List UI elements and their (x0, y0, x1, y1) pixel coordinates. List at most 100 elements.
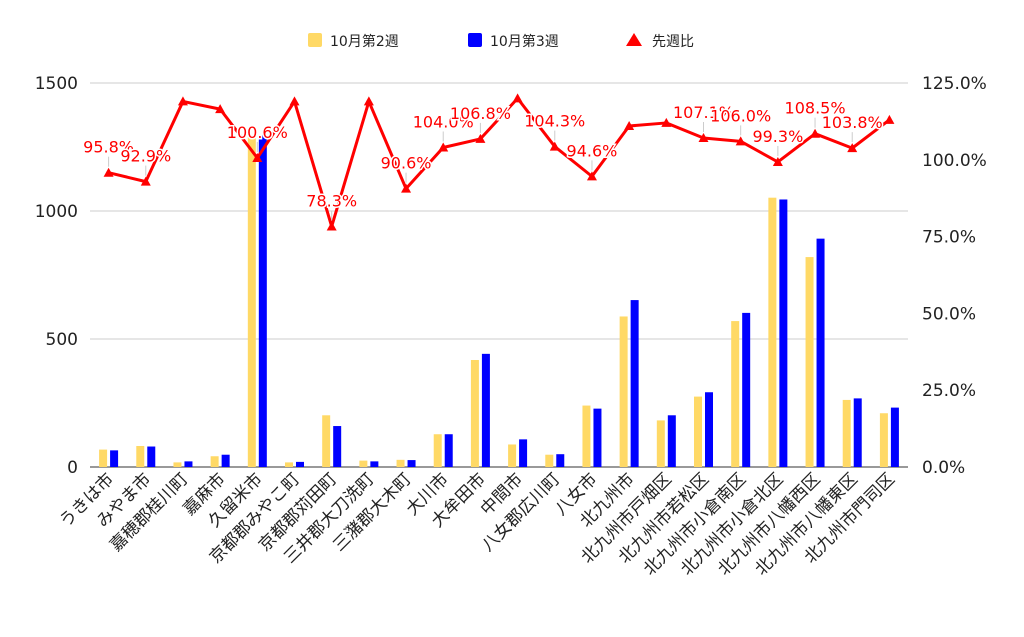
ratio-marker (772, 156, 783, 166)
legend-swatch-series-1 (308, 33, 322, 47)
ratio-data-label: 106.8% (450, 104, 511, 123)
bar-2 (481, 353, 490, 467)
ratio-marker (661, 117, 672, 127)
legend-label-series-1: 10月第2週 (330, 33, 399, 50)
bar-2 (296, 461, 304, 467)
bar-2 (556, 454, 565, 467)
ratio-marker (847, 143, 858, 153)
right-axis-tick-label: 125.0% (922, 74, 987, 94)
bar-1 (694, 396, 702, 467)
ratio-data-label: 92.9% (120, 147, 171, 166)
bar-2 (519, 439, 528, 467)
ratio-marker (363, 96, 374, 106)
ratio-data-label: 95.8% (83, 138, 134, 157)
legend-label-series-2: 10月第3週 (490, 33, 559, 50)
bar-1 (247, 136, 256, 467)
bar-1 (210, 456, 219, 467)
bar-series (99, 134, 899, 468)
bar-2 (816, 238, 825, 467)
bar-1 (508, 444, 517, 467)
bar-1 (656, 420, 665, 467)
ratio-data-label: 78.3% (306, 191, 357, 210)
bar-1 (768, 197, 777, 468)
ratio-marker (215, 104, 226, 114)
bar-2 (742, 312, 751, 467)
ratio-marker (624, 121, 635, 131)
right-axis-tick-label: 25.0% (922, 381, 976, 401)
ratio-marker (586, 171, 597, 181)
bar-2 (705, 392, 713, 467)
ratio-marker (475, 133, 486, 143)
ratio-line (108, 96, 891, 228)
chart-legend: 10月第2週 10月第3週 先週比 (308, 33, 694, 50)
ratio-data-label: 100.6% (227, 123, 288, 142)
ratio-marker (549, 141, 560, 151)
ratio-marker (177, 96, 188, 106)
ratio-marker (252, 152, 263, 162)
bar-2 (853, 398, 862, 467)
bar-2 (667, 415, 676, 467)
right-axis-tick-labels: 0.0% 25.0% 50.0% 75.0% 100.0% 125.0% (922, 74, 987, 478)
right-axis-tick-label: 75.0% (922, 228, 976, 248)
left-axis-tick-labels: 0 500 1000 1500 (35, 74, 78, 478)
ratio-marker (326, 221, 337, 231)
ratio-marker (103, 167, 114, 177)
ratio-data-label: 99.3% (752, 127, 803, 146)
legend-swatch-series-2 (468, 33, 482, 47)
bar-2 (110, 450, 119, 467)
legend-label-series-3: 先週比 (652, 34, 694, 50)
ratio-data-label: 104.3% (524, 112, 585, 131)
bar-2 (370, 461, 379, 467)
bar-1 (99, 449, 108, 467)
ratio-data-label: 106.0% (710, 106, 771, 125)
bar-1 (173, 462, 182, 467)
ratio-marker (884, 114, 895, 124)
legend-triangle-marker (626, 33, 642, 46)
bar-2 (258, 134, 267, 467)
bar-1 (619, 316, 628, 467)
bar-2 (890, 407, 899, 467)
bar-1 (842, 399, 851, 467)
ratio-marker (289, 96, 300, 106)
ratio-data-label: 104.0% (413, 113, 474, 132)
bar-1 (582, 405, 591, 467)
bar-1 (879, 413, 888, 467)
right-axis-tick-label: 0.0% (922, 458, 965, 478)
ratio-data-label: 107.1% (673, 103, 734, 122)
ratio-marker (438, 142, 449, 152)
ratio-marker (140, 176, 151, 186)
bar-2 (779, 199, 788, 468)
bar-2 (184, 461, 193, 467)
ratio-marker (401, 183, 412, 193)
ratio-data-label: 94.6% (567, 141, 618, 160)
bar-1 (433, 434, 442, 467)
bar-2 (221, 454, 230, 467)
bar-2 (593, 408, 602, 467)
right-axis-tick-label: 50.0% (922, 304, 976, 324)
bar-1 (136, 446, 145, 467)
ratio-data-label: 108.5% (785, 99, 846, 118)
bar-1 (396, 459, 405, 467)
bar-2 (147, 446, 156, 467)
bar-1 (285, 462, 293, 467)
bar-2 (407, 460, 416, 467)
left-axis-tick-label: 1000 (35, 202, 78, 222)
ratio-data-label: 103.8% (822, 113, 883, 132)
bar-2 (333, 426, 342, 467)
bar-1 (731, 321, 740, 467)
bar-1 (545, 454, 554, 467)
ratio-data-label: 90.6% (381, 154, 432, 173)
ratio-marker (810, 128, 821, 138)
right-axis-tick-label: 100.0% (922, 151, 987, 171)
ratio-marker (735, 136, 746, 146)
bar-2 (444, 434, 453, 467)
left-axis-tick-label: 1500 (35, 74, 78, 94)
ratio-marker (512, 93, 523, 103)
ratio-marker (698, 132, 709, 142)
left-axis-tick-label: 0 (67, 458, 78, 478)
bar-1 (805, 257, 814, 467)
x-axis-category-labels: うきは市みやま市嘉穂郡桂川町嘉麻市久留米市京都郡みやこ町京都郡苅田町三井郡大刀洗… (56, 469, 899, 579)
bar-1 (359, 460, 368, 467)
